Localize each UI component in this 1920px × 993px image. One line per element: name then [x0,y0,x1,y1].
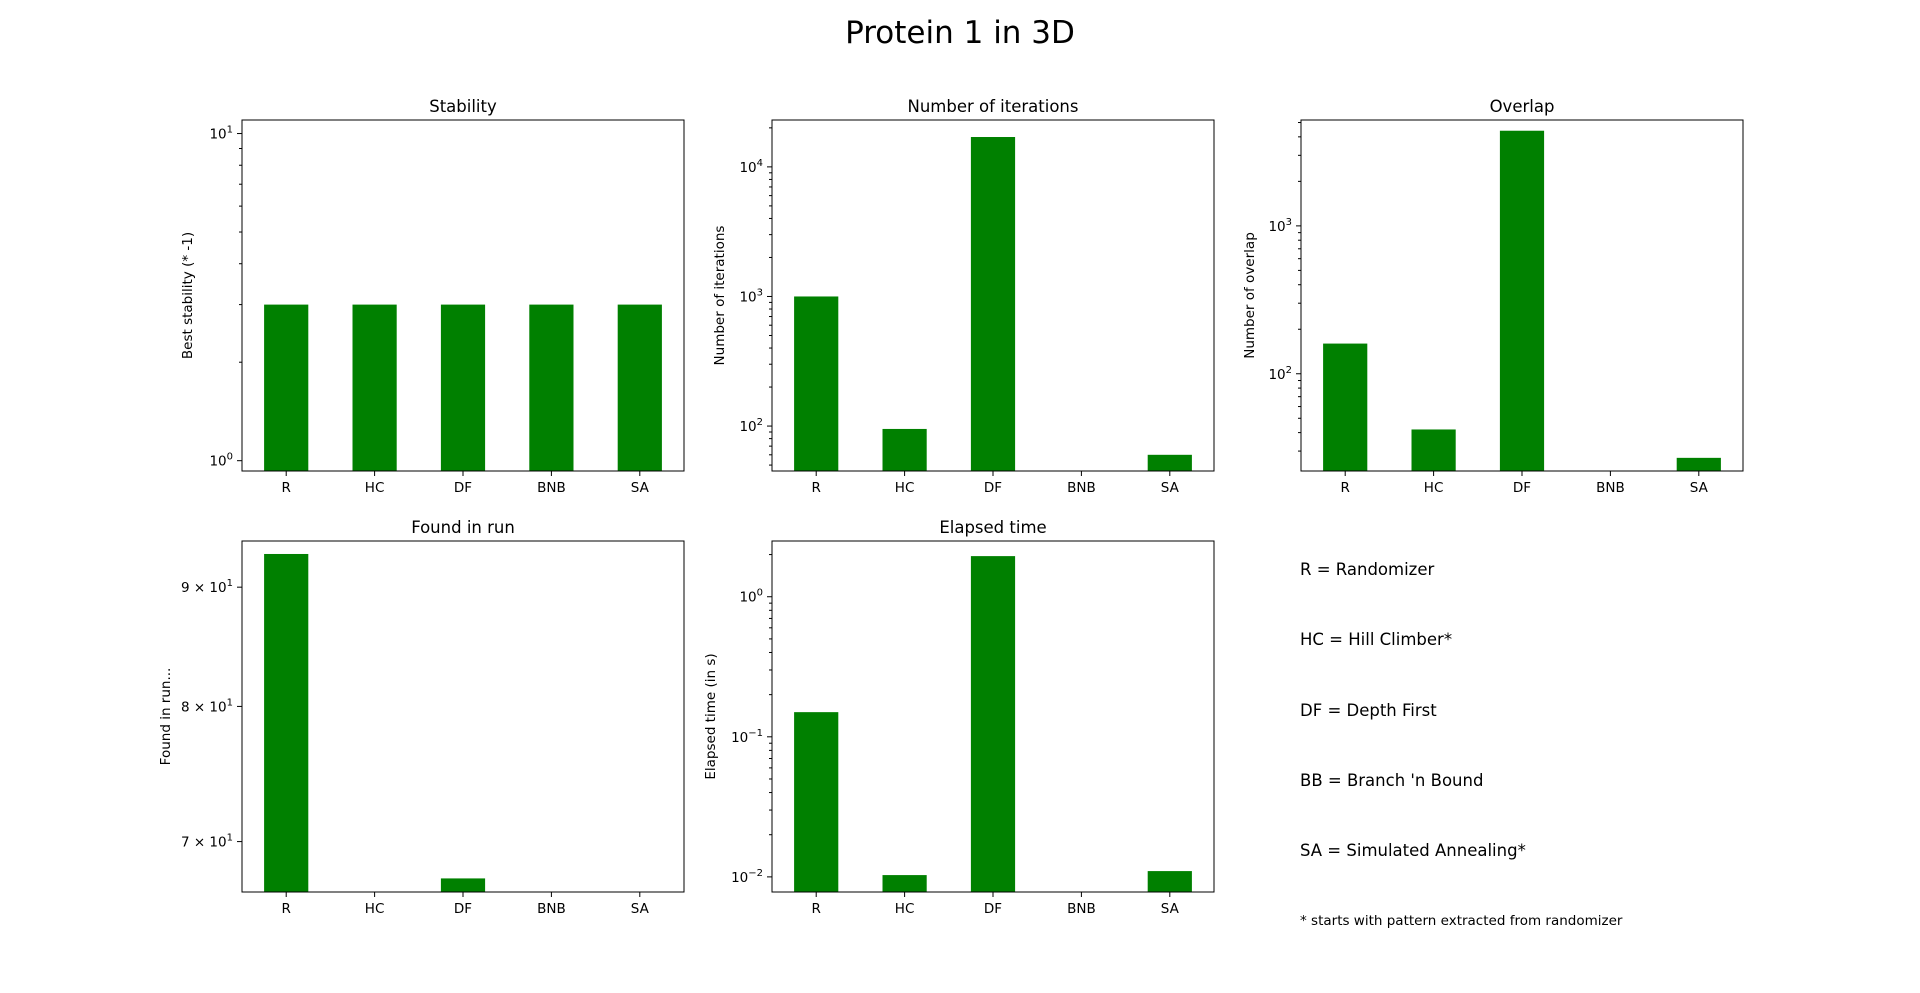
bar-elapsed-time-df [970,556,1016,892]
bar-elapsed-time-hc [882,875,927,892]
x-tick-label-overlap-sa: SA [1690,480,1709,496]
x-tick-label-elapsed-time-bnb: BNB [1067,901,1096,917]
bar-number-of-iterations-r [794,296,839,471]
bar-overlap-df [1499,130,1545,471]
y-axis-label-overlap: Number of overlap [1242,232,1258,359]
axes-frame-number-of-iterations [771,119,1215,472]
x-tick-label-overlap-df: DF [1513,480,1531,496]
bar-stability-sa [617,304,662,471]
x-tick-label-number-of-iterations-r: R [812,480,821,496]
bar-overlap-r [1323,343,1368,471]
x-tick-label-overlap-r: R [1341,480,1350,496]
y-tick-label-found-in-run: 7 × 101 [181,833,233,851]
axes-frame-found-in-run [241,540,685,893]
x-tick-label-elapsed-time-r: R [812,901,821,917]
y-tick-label-elapsed-time: 10−2 [731,868,763,886]
legend-line-branch-n-bound: BB = Branch 'n Bound [1300,771,1483,790]
y-tick-label-found-in-run: 8 × 101 [181,697,233,715]
panel-overlap: R HC DF BNB SA 102 103 Overlap Number of overlap [1242,97,1744,496]
y-tick-label-stability: 101 [209,125,233,143]
bar-number-of-iterations-sa [1147,454,1192,471]
bar-found-in-run-r [264,553,309,892]
panel-title-stability: Stability [429,97,497,116]
bar-stability-bnb [529,304,574,471]
abbreviation-legend: R = Randomizer HC = Hill Climber* DF = D… [1300,560,1623,929]
x-tick-label-found-in-run-df: DF [454,901,472,917]
x-tick-label-found-in-run-hc: HC [365,901,385,917]
y-tick-label-overlap: 102 [1268,365,1292,383]
legend-line-randomizer: R = Randomizer [1300,560,1434,579]
panel-elapsed-time: R HC DF BNB SA 10−2 10−1 100 Elapsed time Elapsed… [703,518,1215,917]
bar-elapsed-time-r [794,712,839,892]
bar-stability-r [264,304,309,471]
bar-overlap-hc [1411,429,1456,471]
x-tick-label-stability-hc: HC [365,480,385,496]
x-tick-label-overlap-hc: HC [1424,480,1444,496]
panel-title-found-in-run: Found in run [411,518,515,537]
figure-title: Protein 1 in 3D [845,15,1075,51]
panel-title-elapsed-time: Elapsed time [939,518,1046,537]
axes-frame-overlap [1300,119,1744,472]
panel-number-of-iterations: R HC DF BNB SA 102 103 104 Number of iterations N… [712,97,1215,496]
legend-line-depth-first: DF = Depth First [1300,701,1437,720]
legend-line-simulated-annealing: SA = Simulated Annealing* [1300,841,1526,860]
panel-title-overlap: Overlap [1490,97,1555,116]
y-tick-label-elapsed-time: 100 [739,588,763,606]
x-tick-label-stability-bnb: BNB [537,480,566,496]
bar-stability-hc [352,304,397,471]
bar-overlap-sa [1676,457,1721,471]
axes-frame-stability [241,119,685,472]
y-tick-label-number-of-iterations: 102 [739,417,763,435]
panel-found-in-run: R HC DF BNB SA 7 × 101 8 × 101 9 × 101 Found in … [158,518,685,917]
x-tick-label-elapsed-time-df: DF [984,901,1002,917]
x-tick-label-elapsed-time-sa: SA [1161,901,1180,917]
panel-title-number-of-iterations: Number of iterations [908,97,1079,116]
y-tick-label-overlap: 103 [1268,217,1292,235]
x-tick-label-number-of-iterations-df: DF [984,480,1002,496]
y-axis-label-number-of-iterations: Number of iterations [712,226,728,366]
y-tick-label-elapsed-time: 10−1 [731,728,763,746]
x-tick-label-number-of-iterations-sa: SA [1161,480,1180,496]
x-tick-label-found-in-run-r: R [282,901,291,917]
axes-frame-elapsed-time [771,540,1215,893]
y-tick-label-found-in-run: 9 × 101 [181,578,233,596]
panel-stability: R HC DF BNB SA 100 101 Stability Best stability … [180,97,685,496]
legend-line-hill-climber: HC = Hill Climber* [1300,630,1452,649]
y-tick-label-number-of-iterations: 104 [739,158,763,176]
x-tick-label-found-in-run-bnb: BNB [537,901,566,917]
chart-panels: R HC DF BNB SA 100 101 Stability Best stability … [158,97,1744,917]
bar-elapsed-time-sa [1147,871,1192,892]
bar-stability-df [440,304,486,471]
x-tick-label-number-of-iterations-bnb: BNB [1067,480,1096,496]
bar-number-of-iterations-df [970,137,1016,471]
legend-footnote: * starts with pattern extracted from ran… [1300,913,1623,929]
y-axis-label-stability: Best stability (* -1) [180,232,196,359]
y-axis-label-elapsed-time: Elapsed time (in s) [703,653,719,779]
x-tick-label-number-of-iterations-hc: HC [895,480,915,496]
bar-found-in-run-df [440,878,486,892]
x-tick-label-stability-r: R [282,480,291,496]
bar-number-of-iterations-hc [882,428,927,471]
x-tick-label-stability-df: DF [454,480,472,496]
y-axis-label-found-in-run: Found in run... [158,668,174,766]
x-tick-label-found-in-run-sa: SA [631,901,650,917]
x-tick-label-stability-sa: SA [631,480,650,496]
x-tick-label-overlap-bnb: BNB [1596,480,1625,496]
y-tick-label-number-of-iterations: 103 [739,287,763,305]
y-tick-label-stability: 100 [209,452,233,470]
x-tick-label-elapsed-time-hc: HC [895,901,915,917]
